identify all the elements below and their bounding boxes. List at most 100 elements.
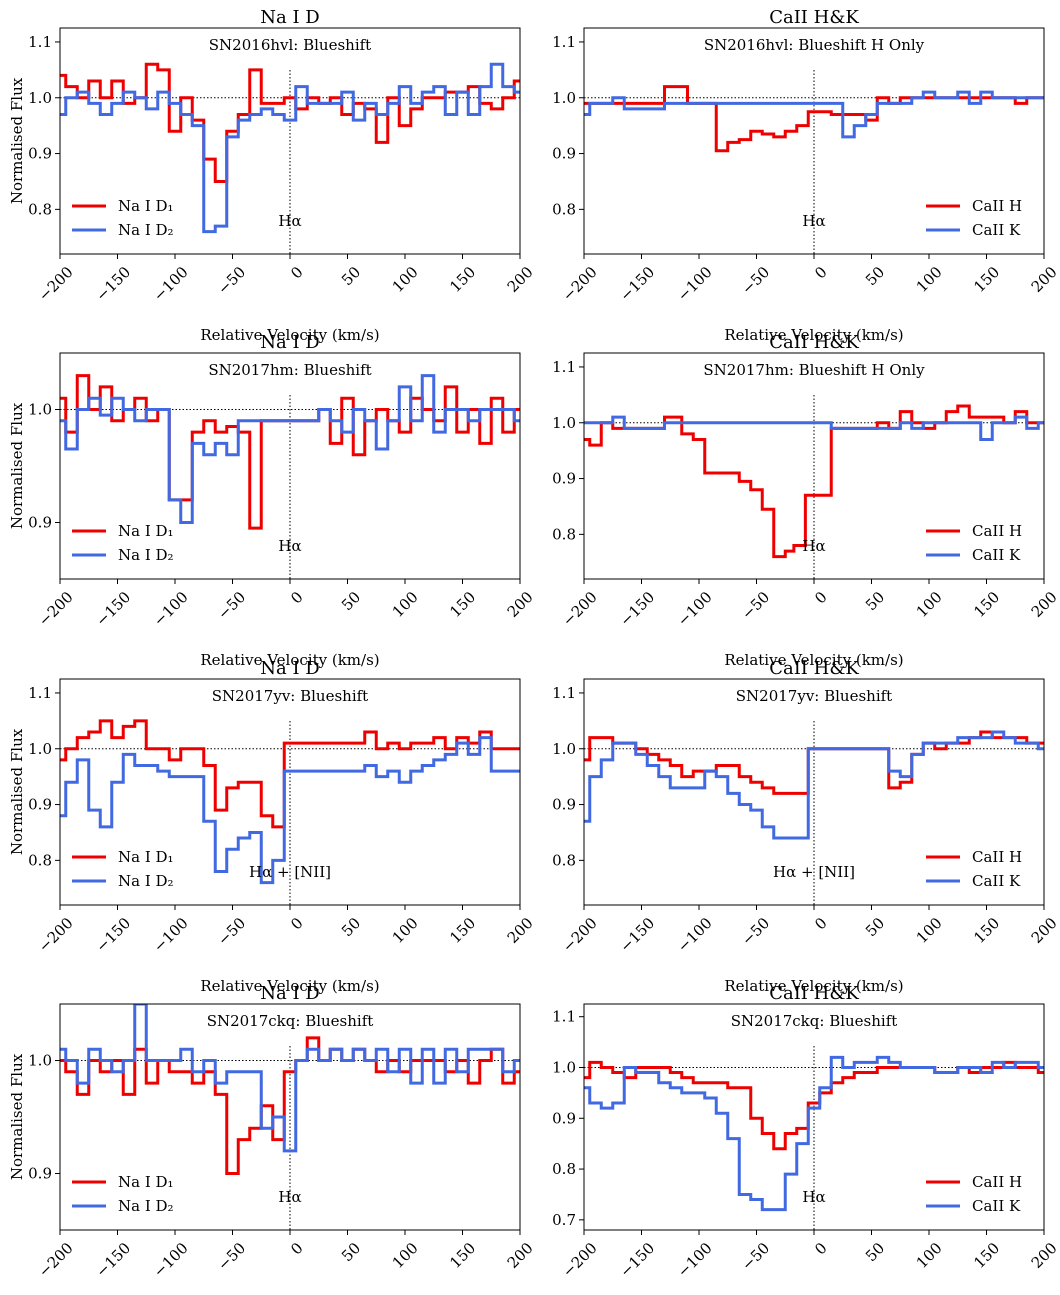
subplot-title: Na I D xyxy=(260,332,319,353)
x-tick-label: −50 xyxy=(214,263,249,298)
y-tick-label: 1.1 xyxy=(552,684,576,702)
subplot-0: 0.8 0.9 1.0 1.1 −200 −150 −100 −50 0 50 100 150 200 N… xyxy=(8,7,537,344)
x-axis-label: Relative Velocity (km/s) xyxy=(200,977,379,995)
subplot-title: CaII H&K xyxy=(769,658,859,679)
x-tick-label: 0 xyxy=(811,588,830,607)
emission-line-label: Hα xyxy=(278,537,301,555)
x-tick-label: −100 xyxy=(674,914,716,956)
x-tick-label: 100 xyxy=(913,588,946,621)
emission-line-label: Hα + [NII] xyxy=(773,863,855,881)
subplot-2: 0.9 1.0 −200 −150 −100 −50 0 50 100 150 200 Na I D S… xyxy=(8,332,537,669)
x-tick-label: 50 xyxy=(338,588,364,614)
subplot-5: 0.80.91.01.1−200 −150 −100 −50 0 50 100 150 200C… xyxy=(552,658,1060,995)
x-tick-label: −200 xyxy=(559,1239,601,1281)
x-tick-label: 150 xyxy=(446,914,479,947)
subplot-title: Na I D xyxy=(260,658,319,679)
x-axis-label: Relative Velocity (km/s) xyxy=(724,326,903,344)
x-tick-label: −50 xyxy=(214,588,249,623)
series-line-blue xyxy=(584,90,1044,139)
x-tick-label: 0 xyxy=(287,1239,306,1258)
x-tick-label: −200 xyxy=(35,914,77,956)
y-tick-label: 1.0 xyxy=(552,89,576,107)
x-tick-label: 200 xyxy=(1028,263,1060,296)
subplot-title: Na I D xyxy=(260,983,319,1004)
x-tick-label: −100 xyxy=(674,263,716,305)
x-tick-label: −150 xyxy=(92,914,134,956)
y-tick-label: 1.0 xyxy=(552,414,576,432)
y-tick-label: 1.0 xyxy=(552,1058,576,1076)
x-tick-label: 0 xyxy=(811,1239,830,1258)
x-tick-label: 200 xyxy=(504,263,537,296)
y-axis-label: Normalised Flux xyxy=(8,402,26,529)
object-label: SN2017hm: Blueshift xyxy=(208,361,371,379)
legend-label: CaII K xyxy=(972,1197,1021,1215)
y-tick-label: 0.8 xyxy=(552,200,576,218)
x-tick-label: −150 xyxy=(616,588,658,630)
series-line-blue xyxy=(584,730,1044,840)
series-line-blue xyxy=(60,62,520,234)
object-label: SN2017yv: Blueshift xyxy=(736,687,892,705)
y-tick-label: 0.9 xyxy=(28,514,52,532)
y-tick-label: 0.9 xyxy=(552,1109,576,1127)
x-tick-label: 50 xyxy=(338,914,364,940)
y-axis-label: Normalised Flux xyxy=(8,1053,26,1180)
subplot-4: 0.8 0.9 1.0 1.1 −200 −150 −100 −50 0 50 100 150 200 N… xyxy=(8,658,537,995)
y-tick-label: 1.1 xyxy=(28,33,52,51)
series-line-blue xyxy=(584,1055,1044,1212)
x-tick-label: −150 xyxy=(92,1239,134,1281)
x-axis-label: Relative Velocity (km/s) xyxy=(724,977,903,995)
subplot-title: CaII H&K xyxy=(769,983,859,1004)
legend: CaII H CaII K xyxy=(926,197,1022,239)
legend: Na I D₁ Na I D₂ xyxy=(72,197,174,239)
x-tick-label: 100 xyxy=(913,1239,946,1272)
x-tick-label: 50 xyxy=(338,263,364,289)
subplot-title: Na I D xyxy=(260,7,319,28)
x-tick-label: −200 xyxy=(35,588,77,630)
x-tick-label: 50 xyxy=(338,1239,364,1265)
object-label: SN2017hm: Blueshift H Only xyxy=(703,361,925,379)
y-tick-label: 0.9 xyxy=(552,796,576,814)
x-tick-label: −50 xyxy=(738,1239,773,1274)
x-tick-label: −100 xyxy=(674,588,716,630)
y-tick-label: 0.8 xyxy=(28,200,52,218)
y-tick-label: 0.9 xyxy=(28,145,52,163)
x-tick-label: 100 xyxy=(389,1239,422,1272)
x-axis-label: Relative Velocity (km/s) xyxy=(200,651,379,669)
x-tick-label: −50 xyxy=(214,914,249,949)
subplot-1: 0.80.91.01.1−200 −150 −100 −50 0 50 100 150 200C… xyxy=(552,7,1060,344)
emission-line-label: Hα xyxy=(802,1188,825,1206)
series-line-blue xyxy=(60,1004,520,1153)
emission-line-label: Hα + [NII] xyxy=(249,863,331,881)
legend-label: Na I D₁ xyxy=(118,197,174,215)
x-tick-label: 50 xyxy=(862,588,888,614)
series-group xyxy=(60,719,520,885)
series-line-red xyxy=(584,730,1044,795)
legend-label: CaII H xyxy=(972,848,1022,866)
y-tick-label: 1.1 xyxy=(552,33,576,51)
x-tick-label: 100 xyxy=(913,914,946,947)
x-tick-label: 0 xyxy=(287,914,306,933)
x-tick-label: 200 xyxy=(504,1239,537,1272)
y-tick-label: 1.0 xyxy=(28,1052,52,1070)
x-axis-label: Relative Velocity (km/s) xyxy=(200,326,379,344)
series-line-blue xyxy=(60,736,520,885)
legend-label: Na I D₂ xyxy=(118,546,174,564)
legend: CaII H CaII K xyxy=(926,1173,1022,1215)
y-tick-label: 1.1 xyxy=(552,1008,576,1026)
x-tick-label: 150 xyxy=(446,588,479,621)
legend-label: CaII K xyxy=(972,221,1021,239)
x-tick-label: −200 xyxy=(559,914,601,956)
series-group xyxy=(584,1055,1044,1212)
legend-label: Na I D₂ xyxy=(118,221,174,239)
x-tick-label: 150 xyxy=(970,1239,1003,1272)
x-tick-label: 100 xyxy=(389,263,422,296)
y-tick-label: 0.9 xyxy=(552,145,576,163)
y-tick-label: 1.0 xyxy=(28,89,52,107)
y-axis-label: Normalised Flux xyxy=(8,77,26,204)
y-tick-label: 1.1 xyxy=(552,358,576,376)
series-group xyxy=(60,1004,520,1175)
x-tick-label: −200 xyxy=(559,263,601,305)
x-tick-label: 200 xyxy=(504,914,537,947)
emission-line-label: Hα xyxy=(278,212,301,230)
